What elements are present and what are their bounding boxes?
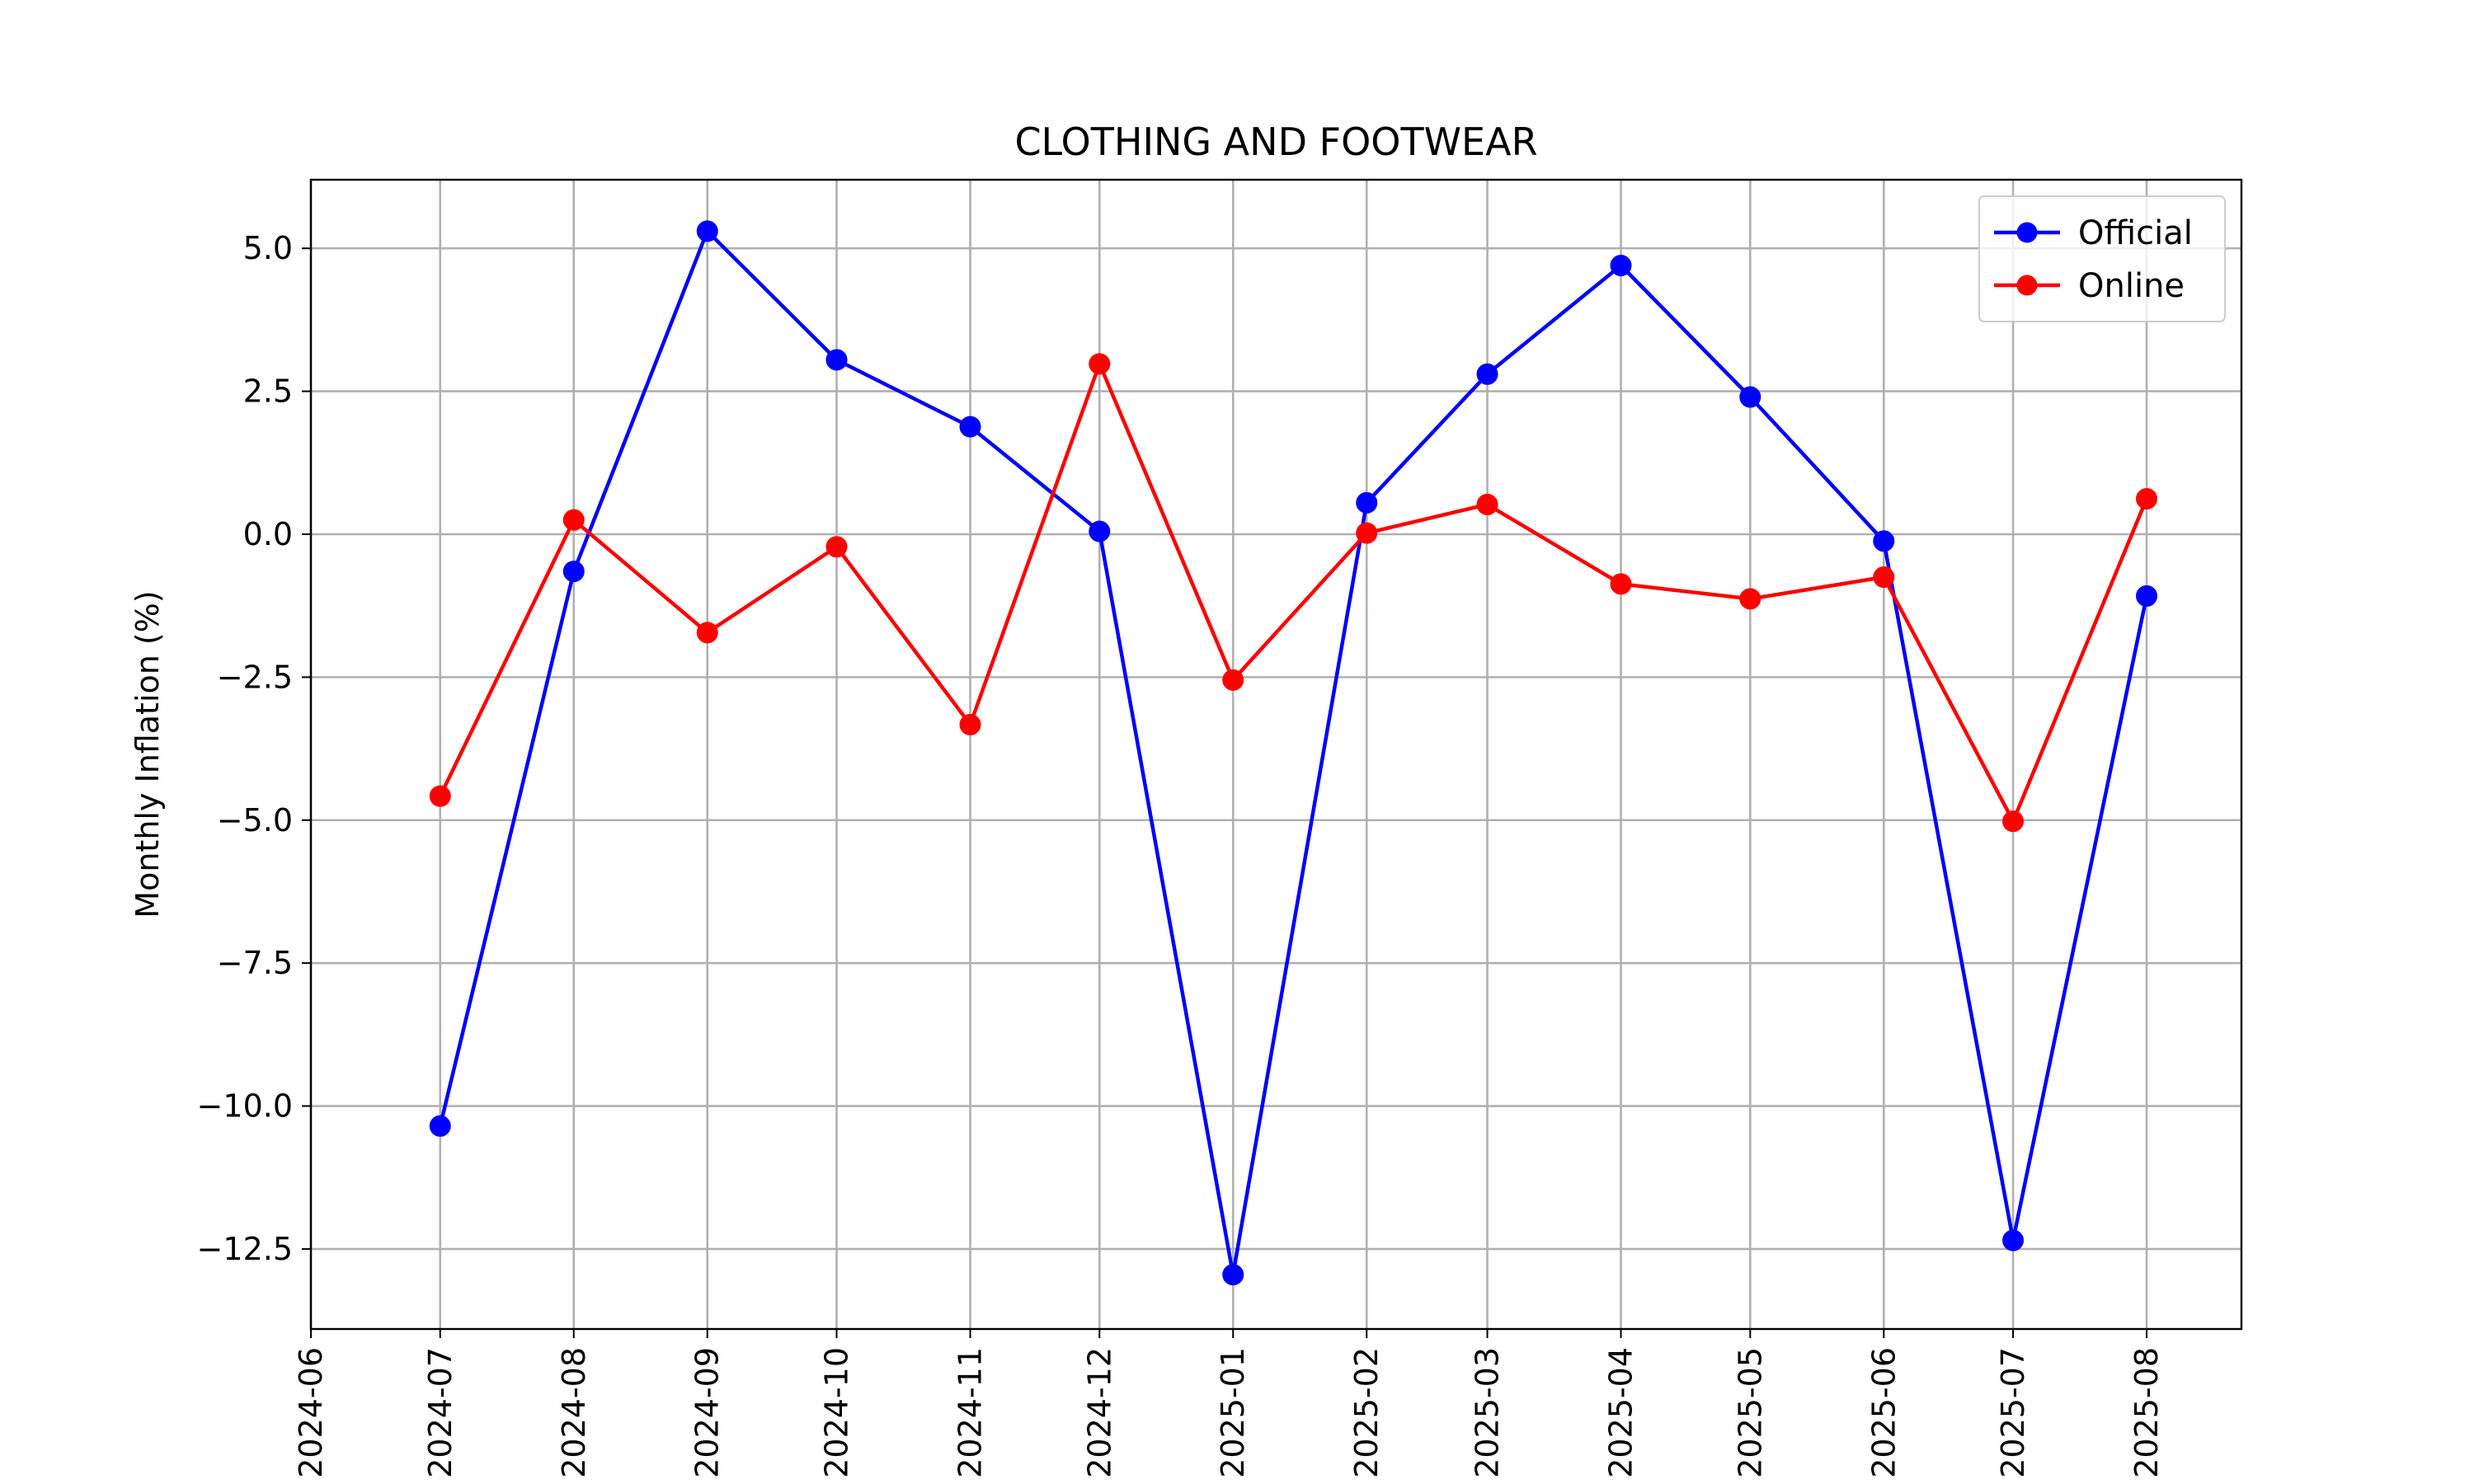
x-tick-label: 2024-11 — [952, 1347, 988, 1478]
data-point-online — [1476, 493, 1498, 515]
plot-frame — [309, 178, 2243, 1331]
y-axis-label: Monthly Inflation (%) — [129, 590, 166, 918]
x-tick-label: 2025-05 — [1732, 1347, 1768, 1478]
data-point-official — [2136, 585, 2158, 607]
x-tick-label: 2024-08 — [556, 1347, 592, 1478]
x-tick-label: 2025-07 — [1995, 1347, 2031, 1478]
y-tick-label: −10.0 — [197, 1088, 293, 1125]
data-point-official — [1739, 386, 1761, 408]
x-tick-label: 2025-01 — [1215, 1347, 1251, 1478]
data-point-online — [1356, 522, 1378, 544]
data-point-online — [2136, 487, 2158, 510]
data-point-official — [825, 349, 848, 371]
axes: 2024-06 2024-07 2024-08 2024-09 2024-10 2024-… — [197, 178, 2243, 1478]
data-point-official — [1356, 491, 1378, 514]
data-point-official — [429, 1115, 451, 1137]
x-tick-label: 2025-06 — [1865, 1347, 1902, 1478]
x-tick-label: 2024-07 — [422, 1347, 459, 1478]
y-tick-label: −12.5 — [197, 1231, 293, 1267]
data-point-online — [1089, 353, 1111, 375]
data-point-online — [1610, 573, 1632, 595]
data-point-online — [2002, 810, 2025, 833]
x-tick-label: 2025-04 — [1603, 1347, 1639, 1478]
series-official — [429, 220, 2158, 1286]
data-point-official — [1476, 363, 1498, 385]
legend: Official Online — [1978, 195, 2226, 322]
y-tick-label: 0.0 — [243, 516, 293, 552]
data-point-online — [1873, 566, 1895, 589]
x-tick-label: 2024-12 — [1081, 1347, 1117, 1478]
data-point-online — [562, 509, 585, 531]
data-point-official — [1610, 255, 1632, 277]
data-point-official — [1873, 530, 1895, 552]
data-point-online — [825, 536, 848, 558]
y-tick-label: −2.5 — [217, 659, 293, 695]
series-line-official — [438, 229, 2149, 1277]
series-online — [429, 353, 2158, 833]
x-tick-label: 2024-10 — [819, 1347, 855, 1478]
series-layer — [429, 220, 2158, 1286]
data-point-official — [1222, 1264, 1244, 1286]
data-point-online — [696, 622, 718, 644]
grid-lines — [309, 180, 2241, 1329]
data-point-official — [959, 416, 981, 438]
data-point-official — [562, 561, 585, 583]
legend-marker-online — [2016, 275, 2038, 296]
data-point-online — [1222, 669, 1244, 691]
data-point-online — [429, 785, 451, 807]
data-point-online — [1739, 588, 1761, 610]
chart-title: CLOTHING AND FOOTWEAR — [1014, 120, 1537, 164]
x-tick-label: 2024-06 — [293, 1347, 329, 1478]
x-tick-label: 2025-03 — [1470, 1347, 1506, 1478]
data-point-official — [1089, 520, 1111, 542]
x-tick-label: 2025-08 — [2128, 1347, 2165, 1478]
data-point-official — [2002, 1229, 2025, 1252]
legend-label-official: Official — [2078, 214, 2193, 252]
legend-box — [1978, 195, 2226, 322]
y-tick-label: 2.5 — [243, 373, 293, 410]
legend-label-online: Online — [2078, 267, 2185, 305]
data-point-official — [696, 220, 718, 242]
data-point-online — [959, 713, 981, 735]
x-tick-label: 2024-09 — [689, 1347, 726, 1478]
legend-marker-official — [2016, 222, 2038, 243]
y-tick-label: −5.0 — [217, 802, 293, 838]
series-line-online — [438, 362, 2149, 824]
y-tick-label: −7.5 — [217, 945, 293, 981]
y-tick-label: 5.0 — [243, 230, 293, 266]
x-tick-label: 2025-02 — [1348, 1347, 1385, 1478]
